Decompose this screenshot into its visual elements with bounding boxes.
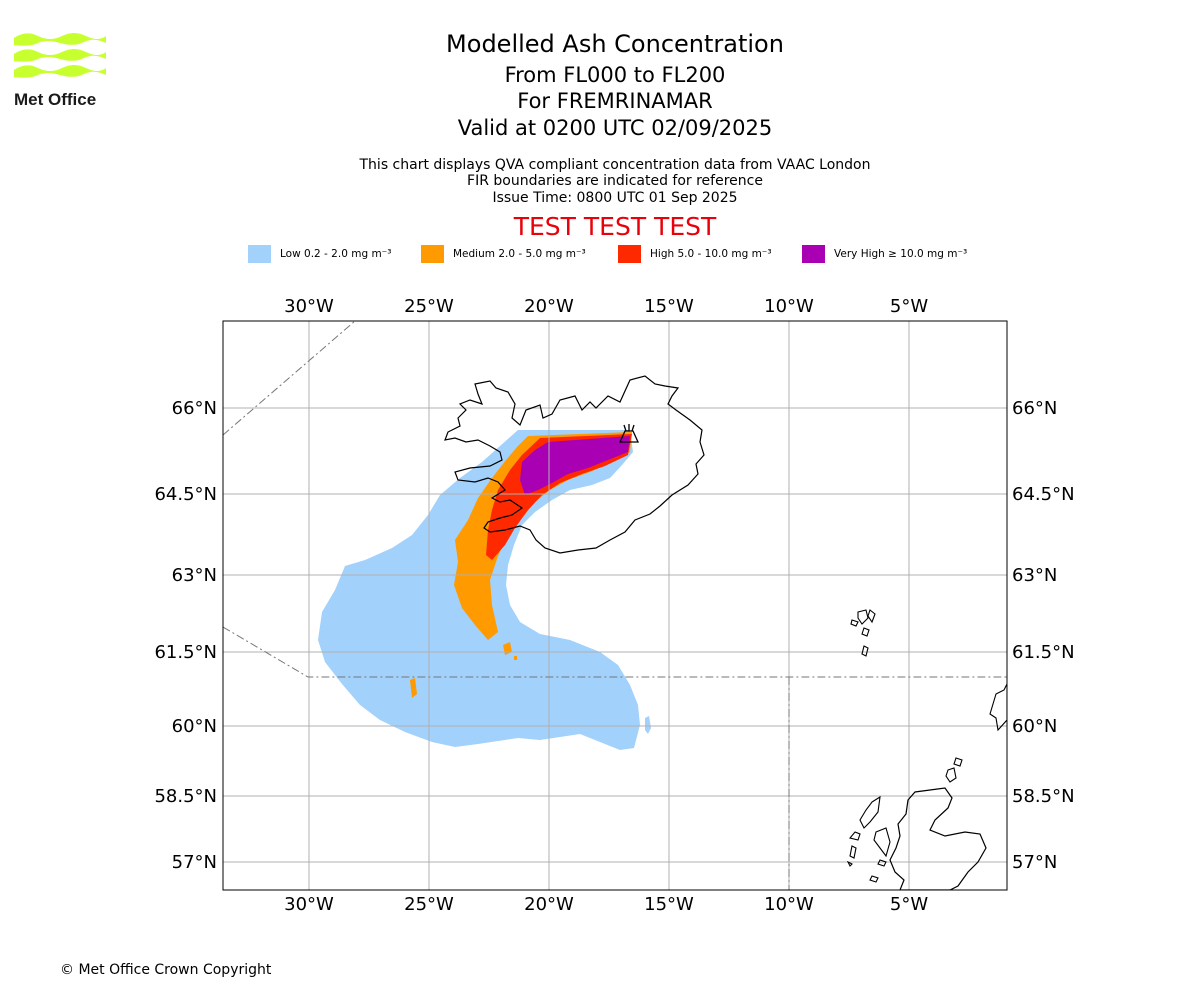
legend-swatch-medium <box>421 245 444 263</box>
latitude-tick-label: 60°N <box>1012 716 1057 737</box>
test-banner: TEST TEST TEST <box>513 212 717 241</box>
latitude-labels-left: 66°N 64.5°N 63°N 61.5°N 60°N 58.5°N 57°N <box>154 398 217 873</box>
longitude-tick-label: 30°W <box>284 894 334 915</box>
faroe-islands <box>850 609 876 657</box>
latitude-tick-label: 64.5°N <box>1012 484 1075 505</box>
longitude-tick-label: 10°W <box>764 894 814 915</box>
legend-item-medium: Medium 2.0 - 5.0 mg m⁻³ <box>421 244 586 264</box>
issue-time: Issue Time: 0800 UTC 01 Sep 2025 <box>492 190 738 206</box>
legend-item-high: High 5.0 - 10.0 mg m⁻³ <box>618 244 772 264</box>
legend-swatch-high <box>618 245 641 263</box>
latitude-tick-label: 64.5°N <box>154 484 217 505</box>
latitude-tick-label: 60°N <box>172 716 217 737</box>
latitude-tick-label: 66°N <box>1012 398 1057 419</box>
legend-swatch-very-high <box>802 245 825 263</box>
ash-zone-medium <box>454 432 632 640</box>
legend-swatch-low <box>248 245 271 263</box>
map-frame <box>222 320 1008 891</box>
scotland-coastline <box>889 787 987 890</box>
longitude-tick-label: 15°W <box>644 296 694 317</box>
latitude-tick-label: 57°N <box>172 852 217 873</box>
met-office-waves-icon <box>14 33 106 78</box>
latitude-tick-label: 63°N <box>1012 565 1057 586</box>
longitude-tick-label: 5°W <box>890 296 928 317</box>
latitude-tick-label: 66°N <box>172 398 217 419</box>
legend-label-medium: Medium 2.0 - 5.0 mg m⁻³ <box>453 248 586 260</box>
legend-item-low: Low 0.2 - 2.0 mg m⁻³ <box>248 244 391 264</box>
shetland <box>989 683 1007 732</box>
longitude-labels-bottom: 30°W 25°W 20°W 15°W 10°W 5°W <box>284 894 928 915</box>
volcano-name: For FREMRINAMAR <box>517 89 713 113</box>
latitude-tick-label: 63°N <box>172 565 217 586</box>
hebrides <box>846 757 963 883</box>
latitude-tick-label: 58.5°N <box>154 786 217 807</box>
legend-item-very-high: Very High ≥ 10.0 mg m⁻³ <box>802 244 967 264</box>
ash-zone-medium-patch-2 <box>410 678 417 698</box>
legend-label-high: High 5.0 - 10.0 mg m⁻³ <box>650 248 772 260</box>
copyright-notice: © Met Office Crown Copyright <box>60 962 272 978</box>
legend-label-low: Low 0.2 - 2.0 mg m⁻³ <box>280 248 392 260</box>
longitude-tick-label: 15°W <box>644 894 694 915</box>
longitude-tick-label: 10°W <box>764 296 814 317</box>
chart-title: Modelled Ash Concentration <box>446 30 784 58</box>
ash-zone-very-high <box>520 436 630 495</box>
longitude-tick-label: 20°W <box>524 296 574 317</box>
ash-zone-low-patch <box>645 716 651 734</box>
met-office-logo: Met Office <box>14 30 109 112</box>
valid-time: Valid at 0200 UTC 02/09/2025 <box>457 116 773 140</box>
latitude-labels-right: 66°N 64.5°N 63°N 61.5°N 60°N 58.5°N 57°N <box>1012 398 1075 873</box>
longitude-tick-label: 25°W <box>404 296 454 317</box>
longitude-labels-top: 30°W 25°W 20°W 15°W 10°W 5°W <box>284 296 928 317</box>
fir-boundaries <box>223 321 1007 890</box>
legend-label-very-high: Very High ≥ 10.0 mg m⁻³ <box>834 248 968 260</box>
volcano-icon <box>618 424 640 443</box>
iceland-coastline <box>444 375 705 554</box>
map-content <box>223 321 1007 890</box>
latitude-tick-label: 61.5°N <box>1012 642 1075 663</box>
fir-note: FIR boundaries are indicated for referen… <box>467 173 763 189</box>
latitude-tick-label: 61.5°N <box>154 642 217 663</box>
ash-zone-medium-patch-3 <box>514 656 517 660</box>
latitude-tick-label: 57°N <box>1012 852 1057 873</box>
longitude-tick-label: 20°W <box>524 894 574 915</box>
qva-note: This chart displays QVA compliant concen… <box>359 157 871 173</box>
flight-level-range: From FL000 to FL200 <box>504 63 726 87</box>
latitude-tick-label: 58.5°N <box>1012 786 1075 807</box>
longitude-tick-label: 30°W <box>284 296 334 317</box>
longitude-tick-label: 25°W <box>404 894 454 915</box>
logo-text: Met Office <box>14 90 97 109</box>
longitude-tick-label: 5°W <box>890 894 928 915</box>
